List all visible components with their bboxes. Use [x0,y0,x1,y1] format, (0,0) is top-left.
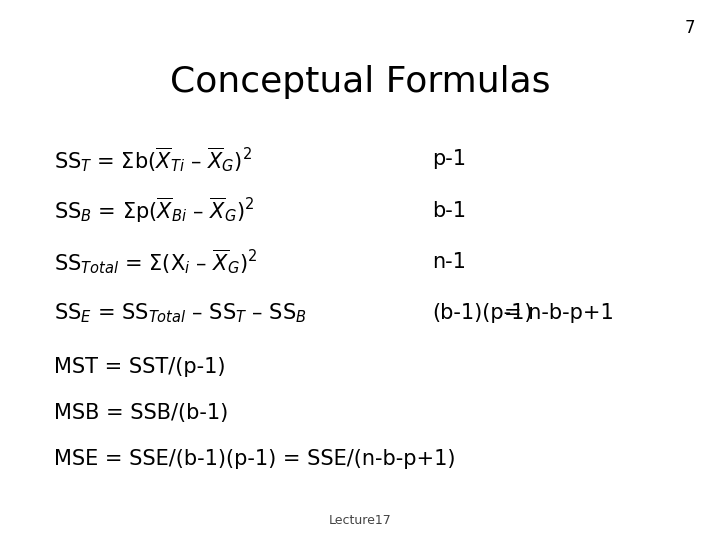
Text: n-1: n-1 [432,252,466,272]
Text: SS$_{E}$ = SS$_{Total}$ – SS$_{T}$ – SS$_{B}$: SS$_{E}$ = SS$_{Total}$ – SS$_{T}$ – SS$… [54,301,307,325]
Text: Lecture17: Lecture17 [328,514,392,526]
Text: MSE = SSE/(b-1)(p-1) = SSE/(n-b-p+1): MSE = SSE/(b-1)(p-1) = SSE/(n-b-p+1) [54,449,456,469]
Text: = n-b-p+1: = n-b-p+1 [504,303,613,323]
Text: 7: 7 [684,19,695,37]
Text: (b-1)(p-1): (b-1)(p-1) [432,303,533,323]
Text: MSB = SSB/(b-1): MSB = SSB/(b-1) [54,403,228,423]
Text: SS$_{B}$ = Σp($\overline{X}_{Bi}$ – $\overline{X}_{G}$)$^{2}$: SS$_{B}$ = Σp($\overline{X}_{Bi}$ – $\ov… [54,196,254,225]
Text: MST = SST/(p-1): MST = SST/(p-1) [54,357,225,377]
Text: b-1: b-1 [432,200,466,221]
Text: p-1: p-1 [432,149,466,170]
Text: Conceptual Formulas: Conceptual Formulas [170,65,550,99]
Text: SS$_{T}$ = Σb($\overline{X}_{Ti}$ – $\overline{X}_{G}$)$^{2}$: SS$_{T}$ = Σb($\overline{X}_{Ti}$ – $\ov… [54,145,252,174]
Text: SS$_{Total}$ = Σ(X$_{i}$ – $\overline{X}_{G}$)$^{2}$: SS$_{Total}$ = Σ(X$_{i}$ – $\overline{X}… [54,247,258,276]
